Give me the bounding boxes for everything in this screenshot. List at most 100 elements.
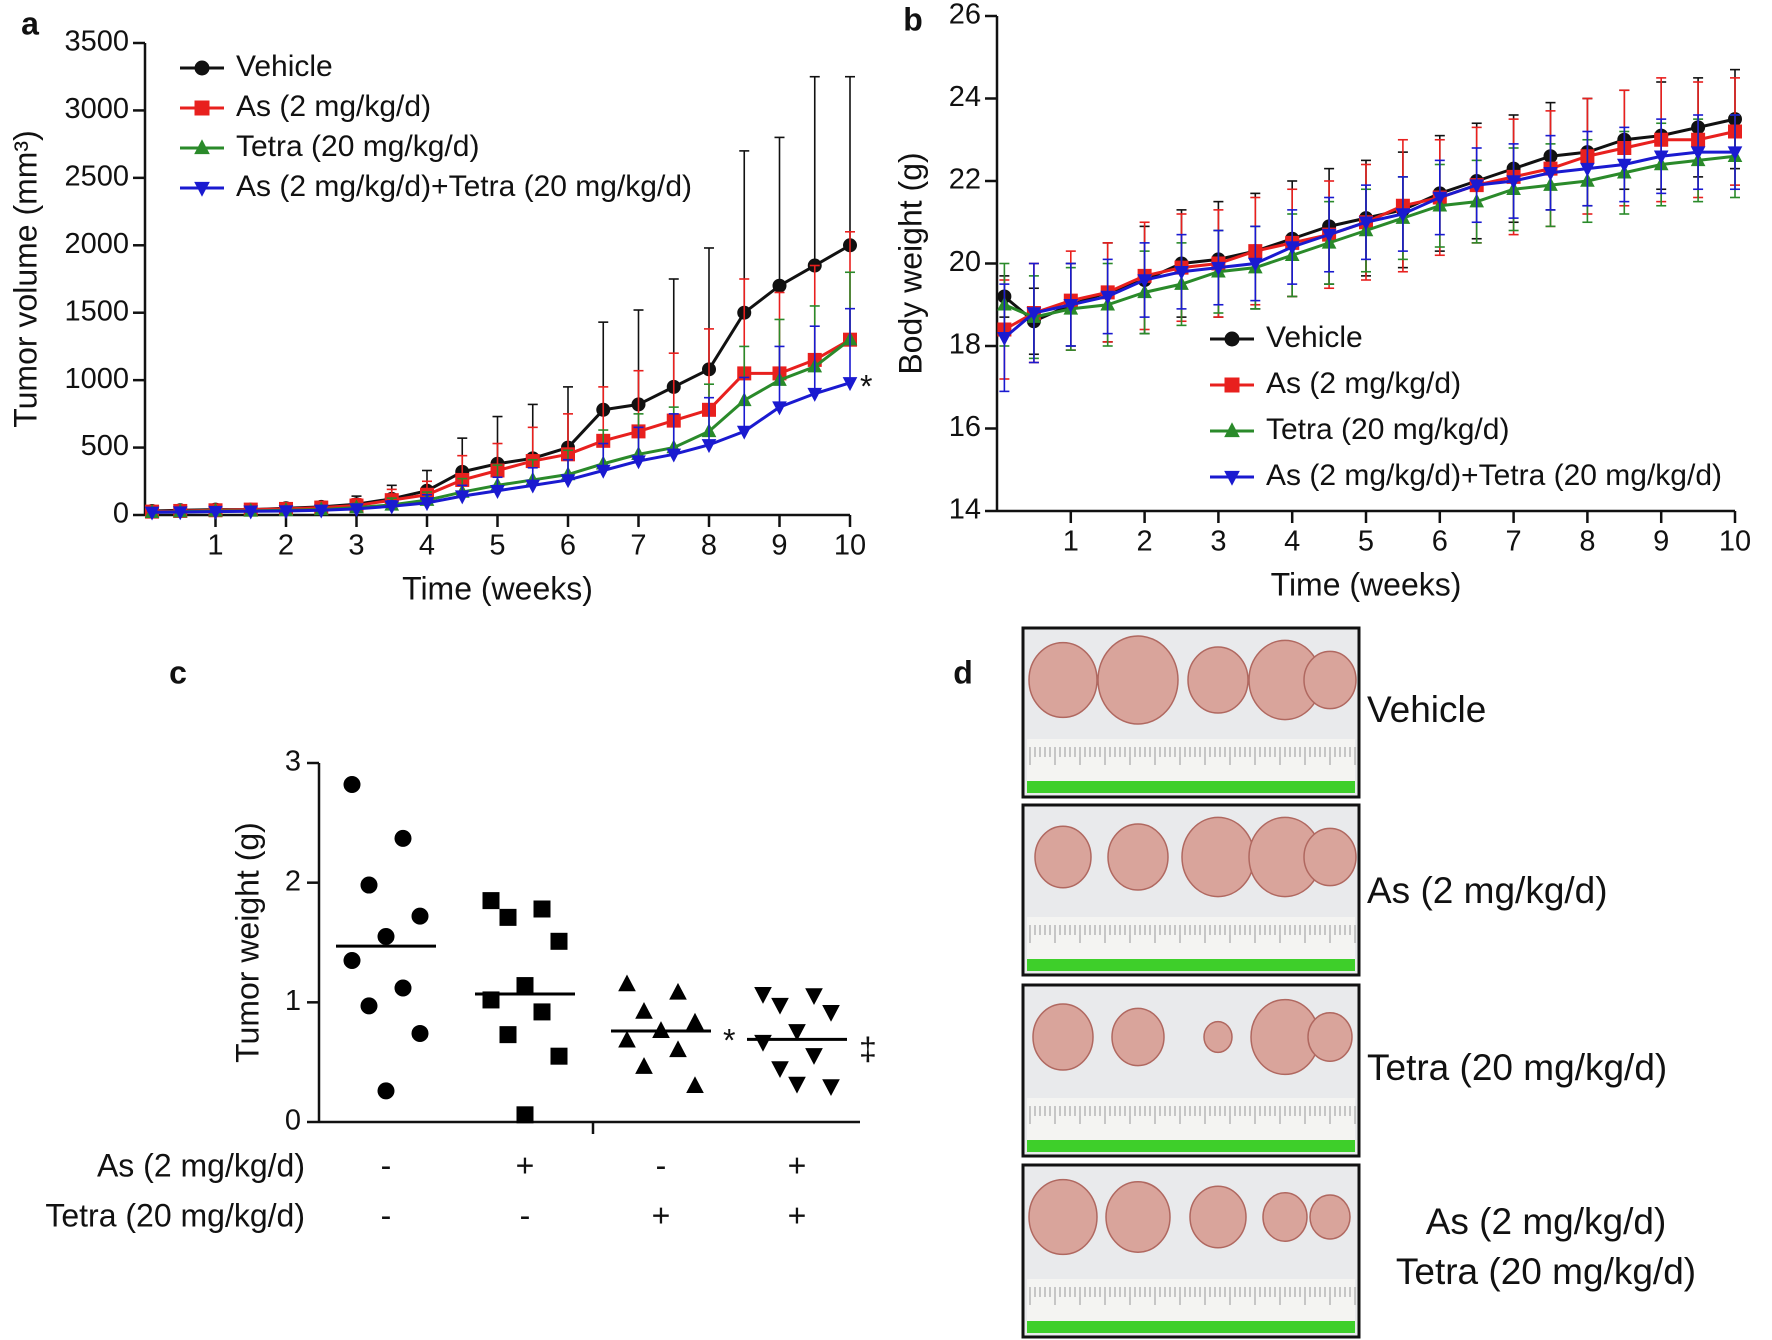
x-tick-label: 6 [1432, 526, 1448, 558]
x-tick-label: 10 [834, 530, 866, 562]
y-tick-label: 2000 [64, 228, 129, 260]
annotation: * [860, 368, 872, 404]
tumor [1181, 816, 1255, 898]
ruler-strip [1027, 1321, 1355, 1333]
error-bar [845, 307, 855, 383]
data-point [550, 932, 568, 950]
legend-label: Vehicle [236, 50, 333, 83]
tumor [1028, 641, 1098, 719]
x-axis-label: Time (weeks) [1271, 566, 1462, 602]
x-tick-label: 2 [1137, 526, 1153, 558]
data-point [349, 503, 364, 518]
data-point [618, 1030, 636, 1048]
x-tick-label: 8 [701, 530, 717, 562]
data-point [360, 997, 378, 1015]
x-tick-label: 7 [630, 530, 646, 562]
x-tick-label: 1 [1063, 526, 1079, 558]
legend-label: Vehicle [1266, 321, 1363, 354]
legend-marker [1224, 377, 1240, 393]
y-tick-label: 1000 [64, 363, 129, 395]
tumor [1028, 1178, 1098, 1256]
data-point [1432, 191, 1448, 206]
y-tick-label: 0 [113, 498, 129, 530]
data-point [411, 907, 429, 925]
data-point [243, 505, 259, 520]
data-point [997, 332, 1012, 346]
data-point [701, 439, 717, 454]
data-point [772, 401, 787, 416]
data-point [482, 892, 500, 910]
data-point [669, 1040, 687, 1058]
panel-label: c [169, 654, 187, 690]
y-tick-label: 16 [949, 411, 981, 443]
data-point [1616, 158, 1632, 173]
data-point [1543, 167, 1558, 181]
legend-marker [194, 100, 210, 116]
data-point [516, 977, 534, 995]
data-point [1321, 228, 1337, 243]
tumor [1105, 1181, 1171, 1253]
data-point [669, 982, 687, 1000]
tumor [1111, 1007, 1165, 1067]
legend-marker [1224, 470, 1240, 486]
tumor [1309, 1194, 1351, 1240]
data-point [516, 1106, 534, 1124]
data-point [384, 500, 400, 515]
error-bar [774, 345, 785, 408]
data-point [788, 1076, 806, 1094]
data-point [550, 1047, 568, 1065]
y-axis-label: Tumor weight (g) [229, 822, 265, 1063]
data-point [490, 485, 505, 499]
y-tick-label: 24 [949, 81, 981, 113]
y-tick-label: 2500 [64, 161, 129, 193]
data-point [772, 278, 787, 293]
data-point [666, 448, 682, 463]
tumor [1303, 827, 1357, 887]
error-bar [704, 396, 714, 445]
tumor [1034, 825, 1092, 889]
annotation: ‡ [859, 1031, 877, 1067]
y-axis-label: Tumor volume (mm³) [7, 130, 43, 427]
data-point [533, 900, 551, 918]
legend-label: Tetra (20 mg/kg/d) [1266, 413, 1509, 446]
y-axis-label: Body weight (g) [892, 152, 928, 374]
x-tick-label: 9 [771, 530, 787, 562]
data-point [419, 497, 435, 512]
row-sign: + [788, 1147, 807, 1183]
data-point [1358, 216, 1374, 231]
data-point [1395, 208, 1411, 223]
data-point [454, 490, 470, 505]
data-point [1026, 307, 1042, 322]
row-sign: + [652, 1197, 671, 1233]
legend-label: Tetra (20 mg/kg/d) [236, 130, 479, 163]
row-sign: + [516, 1147, 535, 1183]
data-point [635, 1002, 653, 1019]
data-point [771, 997, 789, 1015]
data-point [278, 505, 294, 520]
y-tick-label: 2 [285, 865, 301, 897]
photo-label: As (2 mg/kg/d) [1367, 870, 1608, 911]
y-tick-label: 22 [949, 164, 981, 196]
data-point [1653, 150, 1669, 165]
data-point [499, 908, 517, 926]
y-tick-label: 3 [285, 746, 301, 778]
legend-marker [194, 60, 210, 76]
panel-label: a [21, 5, 39, 41]
legend-label: As (2 mg/kg/d)+Tetra (20 mg/kg/d) [236, 170, 692, 203]
x-tick-label: 7 [1506, 526, 1522, 558]
row-label: As (2 mg/kg/d) [97, 1147, 305, 1183]
data-point [618, 974, 636, 992]
tumor [1189, 1185, 1247, 1249]
y-tick-label: 1 [285, 985, 301, 1017]
row-label: Tetra (20 mg/kg/d) [45, 1197, 305, 1233]
data-point [1247, 257, 1263, 272]
x-tick-label: 2 [278, 530, 294, 562]
tumor [1032, 1003, 1094, 1071]
x-tick-label: 3 [348, 530, 364, 562]
data-point [842, 377, 858, 392]
x-tick-label: 10 [1719, 526, 1751, 558]
photo-label: Vehicle [1367, 689, 1486, 730]
error-bar [845, 75, 855, 246]
data-point [807, 387, 823, 402]
